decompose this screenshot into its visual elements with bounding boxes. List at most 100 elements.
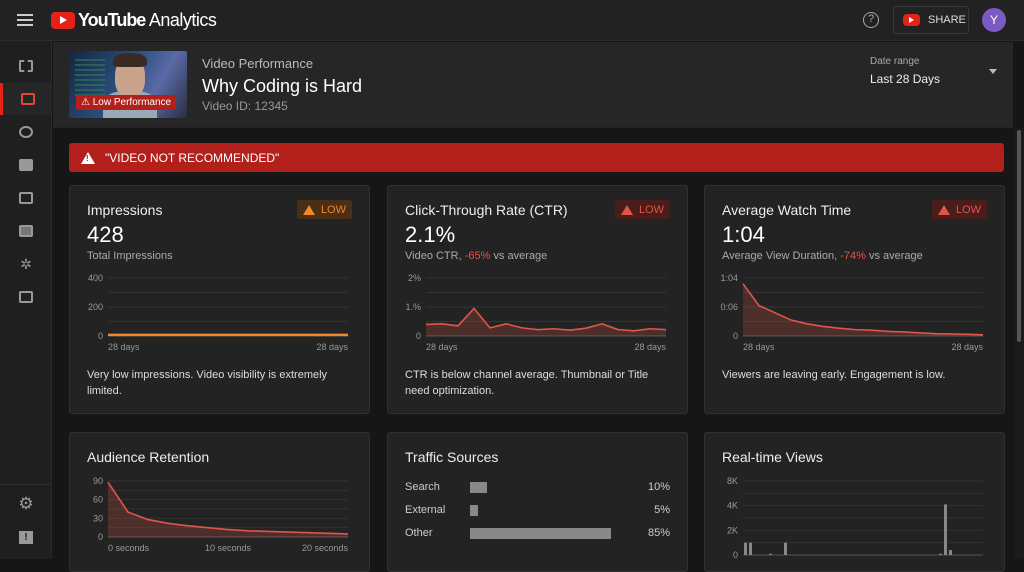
youtube-play-icon bbox=[51, 12, 75, 29]
y-tick-label: 0 bbox=[98, 532, 103, 542]
card-title: Impressions bbox=[87, 202, 163, 218]
brand-suffix: Analytics bbox=[148, 10, 217, 30]
bar bbox=[944, 504, 947, 555]
badge-label: LOW bbox=[320, 203, 346, 216]
y-tick-label: 1.% bbox=[405, 302, 421, 312]
subtitles-icon bbox=[19, 225, 33, 237]
negative-delta: -65% bbox=[464, 250, 491, 262]
top-bar: YouTube Analytics ? SHARE Y bbox=[0, 0, 1024, 41]
sidebar-item-dashboard[interactable] bbox=[0, 50, 52, 82]
watch-time-card: Average Watch Time LOW 1:04 Average View… bbox=[704, 185, 1005, 414]
date-range-label: Date range bbox=[870, 56, 920, 67]
feedback-icon: ! bbox=[19, 530, 33, 544]
traffic-bar bbox=[470, 482, 487, 493]
share-label: SHARE bbox=[928, 14, 966, 26]
traffic-label: External bbox=[405, 504, 446, 516]
warning-icon bbox=[620, 204, 633, 215]
badge-label: LOW bbox=[955, 203, 981, 216]
bar bbox=[769, 553, 772, 555]
card-title: Click-Through Rate (CTR) bbox=[405, 202, 568, 218]
series-line bbox=[742, 283, 984, 336]
sidebar-item-feedback[interactable]: ! bbox=[0, 521, 52, 553]
thumbnail-hair bbox=[113, 53, 147, 67]
impressions-card: Impressions LOW 428 Total Impressions 0 2… bbox=[69, 185, 370, 414]
y-tick-label: 400 bbox=[88, 273, 103, 283]
sidebar-item-comments[interactable] bbox=[0, 182, 52, 214]
area-fill bbox=[426, 308, 666, 336]
traffic-sources-card: Traffic Sources Search 10% External 5% Other… bbox=[387, 432, 688, 572]
bar bbox=[784, 542, 787, 555]
low-badge: LOW bbox=[931, 200, 987, 219]
warning-banner: "VIDEO NOT RECOMMENDED" bbox=[69, 143, 1004, 172]
sidebar-divider bbox=[0, 484, 52, 485]
scrollbar-thumb[interactable] bbox=[1017, 130, 1021, 342]
series-line bbox=[107, 481, 349, 535]
youtube-analytics-logo[interactable]: YouTube Analytics bbox=[51, 10, 217, 31]
help-icon[interactable]: ? bbox=[863, 12, 879, 28]
y-tick-label: 1:04 bbox=[720, 273, 738, 283]
y-tick-label: 0:06 bbox=[720, 302, 738, 312]
card-title: Average Watch Time bbox=[722, 202, 852, 218]
x-tick-label: 28 days bbox=[426, 342, 458, 352]
sidebar-item-audience[interactable] bbox=[0, 116, 52, 148]
dropdown-caret-icon[interactable] bbox=[989, 69, 997, 74]
video-header: ⚠ Low Performance Video Performance Why … bbox=[53, 42, 1013, 128]
negative-delta: -74% bbox=[840, 250, 866, 262]
traffic-bar bbox=[470, 528, 611, 539]
y-tick-label: 90 bbox=[93, 476, 103, 486]
settings-icon: ⚙ bbox=[18, 494, 34, 513]
low-performance-label: Low Performance bbox=[92, 97, 172, 108]
section-label: Video Performance bbox=[202, 56, 314, 71]
y-tick-label: 200 bbox=[88, 302, 103, 312]
bar bbox=[939, 553, 942, 555]
scrollbar[interactable] bbox=[1014, 128, 1024, 559]
x-tick-label: 28 days bbox=[316, 342, 348, 352]
y-tick-label: 30 bbox=[93, 513, 103, 523]
x-tick-label: 20 seconds bbox=[302, 543, 349, 553]
metric-value: 1:04 bbox=[722, 222, 765, 247]
x-tick-label: 28 days bbox=[951, 342, 983, 352]
low-badge: LOW bbox=[614, 200, 670, 219]
warning-icon bbox=[81, 151, 95, 164]
traffic-row-other: Other 85% bbox=[405, 527, 670, 541]
thumbnail-code-art bbox=[75, 59, 105, 99]
sidebar-item-subtitles[interactable] bbox=[0, 215, 52, 247]
video-thumbnail[interactable]: ⚠ Low Performance bbox=[69, 51, 187, 118]
y-tick-label: 0 bbox=[98, 331, 103, 341]
realtime-chart: 0 2K 4K 8K bbox=[727, 476, 983, 559]
traffic-label: Other bbox=[405, 527, 433, 539]
sidebar-item-content[interactable] bbox=[0, 83, 52, 115]
subtitle-text: Average View Duration, bbox=[722, 250, 841, 262]
comments-icon bbox=[19, 192, 33, 204]
metric-subtitle: Total Impressions bbox=[87, 250, 173, 262]
sidebar-item-customization[interactable]: ✲ bbox=[0, 248, 52, 280]
ctr-card: Click-Through Rate (CTR) LOW 2.1% Video … bbox=[387, 185, 688, 414]
avatar[interactable]: Y bbox=[982, 8, 1006, 32]
traffic-percent: 85% bbox=[647, 527, 670, 539]
traffic-percent: 10% bbox=[647, 481, 670, 493]
date-range-value: Last 28 Days bbox=[870, 72, 941, 86]
y-tick-label: 0 bbox=[733, 331, 738, 341]
y-tick-label: 60 bbox=[93, 495, 103, 505]
video-id: Video ID: 12345 bbox=[202, 99, 288, 113]
impressions-chart: 0 200 400 28 days 28 days bbox=[88, 273, 349, 352]
share-button[interactable]: SHARE bbox=[893, 6, 969, 34]
sidebar-item-analytics[interactable] bbox=[0, 149, 52, 181]
x-tick-label: 28 days bbox=[634, 342, 666, 352]
youtube-icon bbox=[903, 14, 920, 26]
low-badge: LOW bbox=[296, 200, 352, 219]
traffic-label: Search bbox=[405, 481, 440, 493]
realtime-views-card: Real-time Views 0 2K 4K 8K bbox=[704, 432, 1005, 572]
metric-subtitle: Video CTR, -65% vs average bbox=[405, 250, 547, 262]
warning-text: "VIDEO NOT RECOMMENDED" bbox=[105, 150, 280, 165]
metric-value: 428 bbox=[87, 222, 124, 247]
sidebar-item-audio-library[interactable] bbox=[0, 281, 52, 313]
brand-name: YouTube bbox=[78, 10, 146, 30]
badge-label: LOW bbox=[638, 203, 664, 216]
bar bbox=[744, 542, 747, 555]
y-tick-label: 4K bbox=[727, 501, 738, 511]
subtitle-text: Video CTR, bbox=[405, 250, 465, 262]
sidebar-item-settings[interactable]: ⚙ bbox=[0, 488, 52, 520]
menu-icon[interactable] bbox=[17, 14, 33, 26]
traffic-row-external: External 5% bbox=[405, 504, 670, 518]
